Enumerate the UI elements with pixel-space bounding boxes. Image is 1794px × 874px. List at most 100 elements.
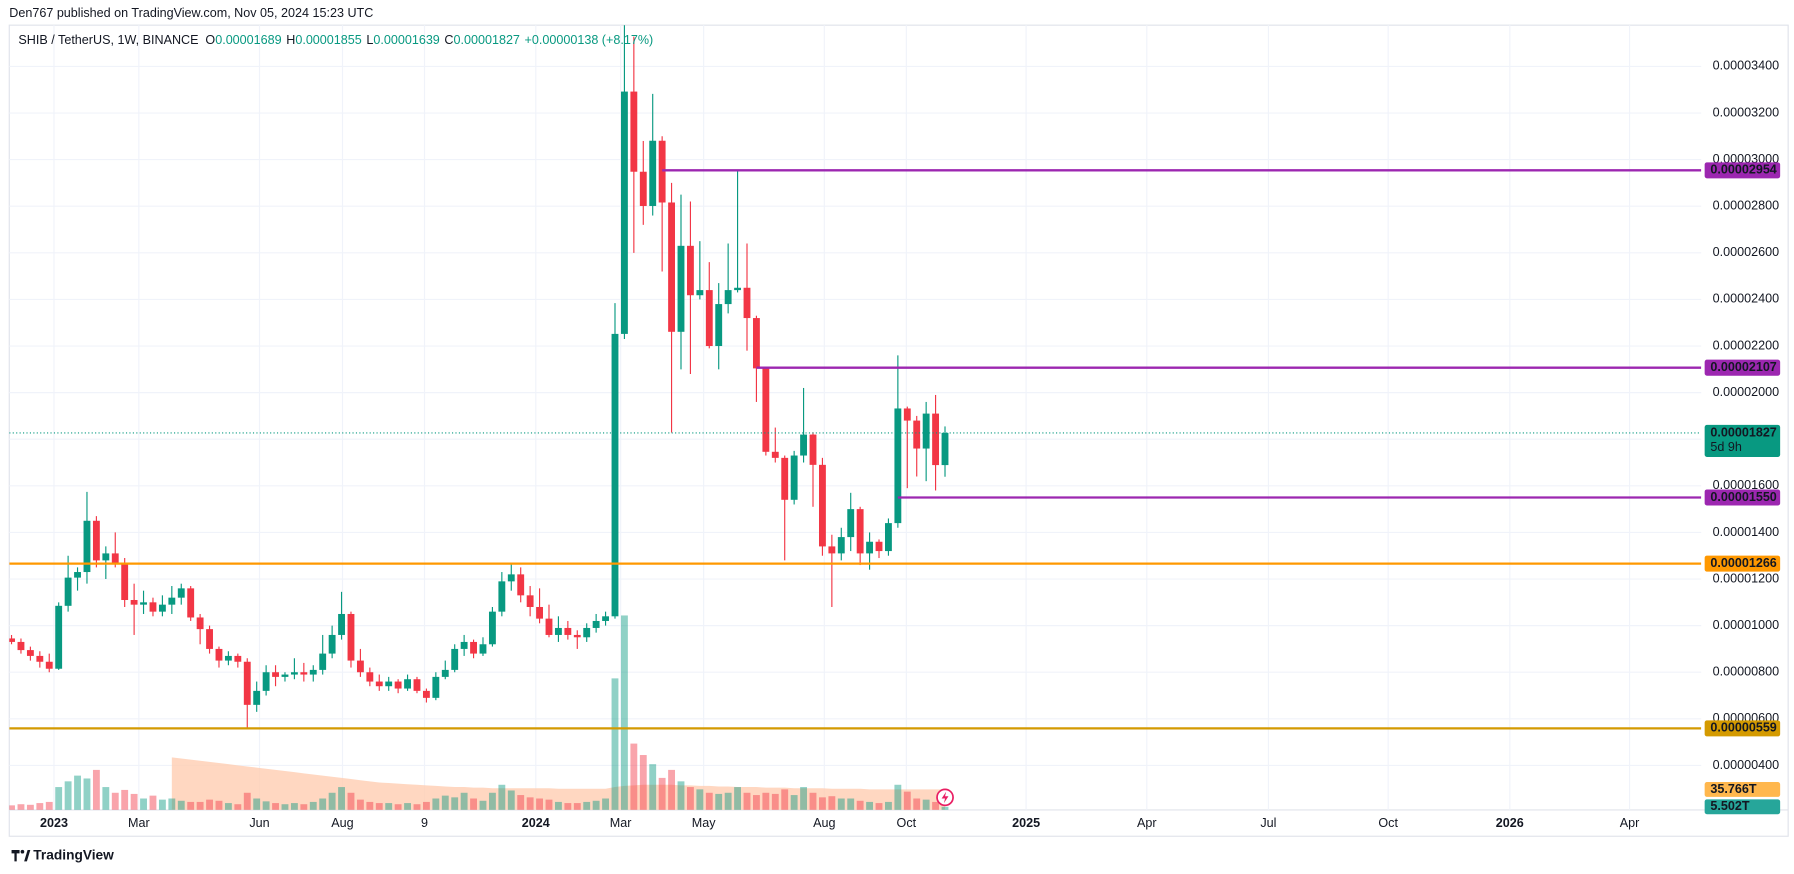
candle-body xyxy=(111,553,119,563)
volume-bar xyxy=(885,801,892,810)
candle-body xyxy=(253,690,261,705)
y-tick-label: 0.00002000 xyxy=(1713,385,1779,399)
candle-body xyxy=(932,413,940,466)
candle-body xyxy=(818,464,826,547)
candle-body xyxy=(856,509,864,554)
candle-body xyxy=(385,681,393,687)
volume-bar xyxy=(649,764,657,810)
grid xyxy=(9,25,1702,810)
y-tick-label: 0.00002400 xyxy=(1713,292,1779,306)
candle-body xyxy=(158,604,166,612)
volume-bar xyxy=(743,792,751,810)
volume-bar xyxy=(573,803,581,810)
volume-bar xyxy=(140,798,147,810)
level-label-bg xyxy=(1704,489,1781,506)
candle-body xyxy=(26,650,34,656)
candle-body xyxy=(422,690,430,698)
candle-body xyxy=(583,627,591,638)
candle-body xyxy=(394,681,402,689)
candle-body xyxy=(941,432,949,466)
volume-bar xyxy=(875,803,883,810)
candle-body xyxy=(404,679,411,689)
volume-bar xyxy=(149,795,157,810)
volume-bar xyxy=(422,801,430,810)
candle-body xyxy=(36,655,44,662)
y-tick-label: 0.00000800 xyxy=(1713,665,1779,679)
candle-body xyxy=(724,290,732,305)
candle-body xyxy=(705,290,713,347)
level-label: 0.00002107 xyxy=(1710,360,1776,374)
candle-body xyxy=(498,581,506,612)
candle-body xyxy=(45,661,53,669)
candle-body xyxy=(441,669,449,677)
volume-bar xyxy=(356,799,364,810)
y-tick-label: 0.00001400 xyxy=(1713,525,1779,539)
candle-body xyxy=(187,588,195,618)
candle-body xyxy=(630,91,638,172)
candle-body xyxy=(922,413,930,449)
volume-bar xyxy=(488,792,496,810)
candle-body xyxy=(224,655,232,661)
level-label: 0.00002954 xyxy=(1710,163,1776,177)
candle-body xyxy=(347,613,355,661)
candle-body xyxy=(847,509,855,538)
level-label: 0.00000559 xyxy=(1710,721,1776,735)
candle-body xyxy=(790,455,798,500)
y-tick-label: 0.00002200 xyxy=(1713,338,1779,352)
volume-bar xyxy=(611,678,619,810)
x-tick-label: Apr xyxy=(1620,816,1640,830)
y-tick-label: 0.00001000 xyxy=(1713,618,1779,632)
candle-body xyxy=(517,574,525,596)
x-tick-label: Jun xyxy=(249,816,269,830)
volume-bar xyxy=(639,755,647,810)
candle-body xyxy=(309,669,317,675)
replay-icon[interactable] xyxy=(936,788,954,807)
volume-bar xyxy=(856,800,864,810)
candle-body xyxy=(92,520,100,561)
volume-bar xyxy=(281,804,289,810)
legend-key: O xyxy=(205,34,215,48)
volume-bar xyxy=(922,799,930,810)
candle-body xyxy=(168,597,176,605)
candle-body xyxy=(620,91,628,334)
candle-body xyxy=(338,613,345,635)
volume-bar xyxy=(206,799,213,810)
candle-body xyxy=(781,457,789,500)
x-tick-label: May xyxy=(692,816,716,830)
volume-ma-label: 35.766T xyxy=(1710,782,1756,796)
x-tick-label: Oct xyxy=(1378,816,1398,830)
candle-body xyxy=(837,537,845,554)
volume-bar xyxy=(262,801,270,810)
footer-logo[interactable] xyxy=(11,849,31,862)
candle-body xyxy=(658,140,666,203)
last-price-label: 0.00001827 xyxy=(1710,425,1776,439)
candle-body xyxy=(828,546,836,554)
candle-body xyxy=(866,541,874,554)
candle-body xyxy=(800,434,808,456)
chart-frame xyxy=(8,24,1789,837)
legend-key: C xyxy=(444,34,453,48)
candle-body xyxy=(460,641,468,649)
volume-bar xyxy=(932,801,940,810)
volume-bar xyxy=(470,798,477,810)
volume-bar xyxy=(404,803,411,810)
volume-bar xyxy=(602,798,609,810)
x-tick-label: 2023 xyxy=(40,816,68,830)
candle-body xyxy=(894,408,902,524)
volume-bar xyxy=(583,801,591,810)
volume-label: 5.502T xyxy=(1710,799,1749,813)
volume-bar xyxy=(253,798,261,810)
volume-bar xyxy=(309,801,317,810)
candle-body xyxy=(290,672,298,675)
volume-bar xyxy=(83,778,91,810)
candle-body xyxy=(649,140,657,206)
volume-bar xyxy=(545,799,553,810)
volume-bar xyxy=(234,804,242,810)
y-tick-label: 0.00003200 xyxy=(1713,105,1779,119)
candle-body xyxy=(413,679,421,691)
volume-bar xyxy=(460,792,468,810)
volume-bar xyxy=(837,798,845,810)
volume-bar xyxy=(526,797,534,810)
volume-bar xyxy=(441,795,449,810)
volume-bar xyxy=(762,792,770,810)
